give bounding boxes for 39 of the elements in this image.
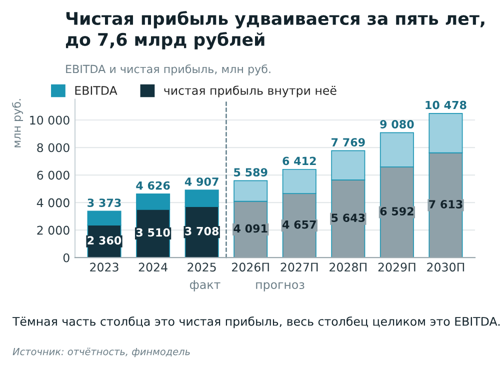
chart-subtitle: EBITDA и чистая прибыль, млн руб.	[66, 64, 270, 76]
y-tick-label: 4 000	[36, 198, 70, 208]
data-label: 7 613	[429, 200, 462, 208]
x-tick-label: 2030П	[427, 262, 464, 272]
text: Источник: отчётность, финмодель	[12, 348, 190, 358]
y-tick-label: 10 000	[30, 116, 70, 125]
y-tick-label: 8 000	[37, 143, 70, 152]
total-label: 7 769	[332, 138, 365, 146]
total-label: 4 626	[136, 181, 170, 190]
data-label: 5 643	[332, 214, 365, 222]
data-label: 6 592	[380, 207, 414, 216]
total-label: 10 478	[426, 100, 466, 110]
text: факт	[190, 280, 220, 292]
y-tick-label: 6 000	[37, 170, 70, 180]
data-label: 3 510	[136, 228, 170, 237]
x-tick-label: 2024	[138, 262, 168, 272]
total-label: 4 907	[184, 177, 218, 186]
y-axis-title: млн руб.	[12, 99, 23, 148]
total-label: 6 412	[282, 156, 316, 166]
total-label: 3 373	[88, 198, 121, 207]
data-label: 3 708	[185, 226, 219, 236]
x-tick-label: 2028П	[330, 262, 366, 272]
data-label: 4 657	[282, 220, 316, 229]
total-label: 5 589	[234, 168, 268, 176]
text: прогноз	[256, 282, 304, 292]
total-label: 9 080	[380, 120, 414, 128]
chart-title: Чистая прибыль удваивается за пять лет, до 7,6 млрд рублей	[66, 11, 484, 50]
data-label: 2 360	[88, 236, 122, 245]
data-label: 4 091	[234, 224, 268, 233]
x-tick-label: 2026П	[232, 262, 269, 272]
x-tick-label: 2027П	[280, 262, 318, 272]
x-tick-label: 2025	[188, 262, 216, 272]
y-tick-label: 2 000	[37, 226, 70, 235]
y-tick-label: 0	[63, 253, 70, 262]
text: Тёмная часть столбца это чистая прибыль, весь столбец целиком это EBITDA.	[12, 316, 500, 328]
legend-label: EBITDA	[75, 86, 118, 95]
x-tick-label: 2023	[90, 262, 118, 272]
legend-label: чистая прибыль внутри неё	[164, 86, 336, 98]
x-tick-label: 2029П	[378, 262, 416, 272]
